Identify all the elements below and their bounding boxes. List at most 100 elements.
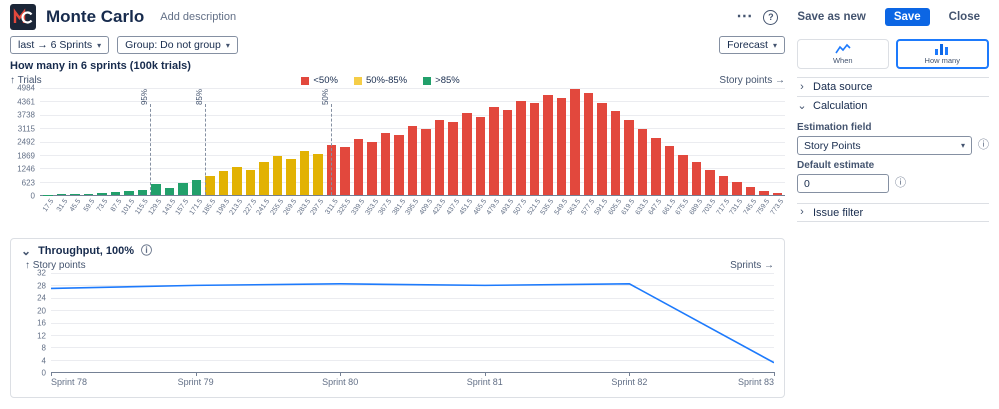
histogram-bar xyxy=(610,111,621,195)
x-tick-cell: 633.5 xyxy=(634,196,650,230)
collapse-chevron-icon[interactable]: ⌄ xyxy=(21,244,32,258)
y-tick-label: 4984 xyxy=(17,83,35,93)
section-label: Calculation xyxy=(813,100,868,112)
y-tick-label: 12 xyxy=(37,331,46,340)
save-button[interactable]: Save xyxy=(884,8,930,26)
x-tick-cell: 717.5 xyxy=(715,196,731,230)
more-menu-icon[interactable]: ⋯ xyxy=(736,8,754,25)
group-value: Group: Do not group xyxy=(125,39,221,51)
gridline xyxy=(51,310,774,312)
sidebar: When How many › Data source ⌄ xyxy=(797,34,989,398)
x-axis-gutter xyxy=(10,196,40,230)
estimation-field-value: Story Points xyxy=(804,139,861,152)
section-calculation[interactable]: ⌄ Calculation xyxy=(797,96,989,115)
x-tick-cell: 115.5 xyxy=(135,196,150,230)
content: last → 6 Sprints ▾ Group: Do not group ▾… xyxy=(0,34,999,398)
histogram-bar xyxy=(718,176,729,195)
chevron-right-icon: › xyxy=(800,206,804,218)
view-card-how-many[interactable]: How many xyxy=(895,39,989,69)
histogram-bar xyxy=(434,119,445,195)
histogram-bar xyxy=(286,158,296,195)
x-tick-cell: 549.5 xyxy=(553,196,569,230)
x-tick-label: 59.5 xyxy=(82,198,96,214)
histogram-bar xyxy=(326,144,337,195)
x-tick-cell: 703.5 xyxy=(702,196,718,230)
estimation-field-select[interactable]: Story Points ▾ xyxy=(797,136,972,155)
default-estimate-label: Default estimate xyxy=(797,160,875,171)
histogram-bar xyxy=(745,186,756,195)
default-estimate-input[interactable] xyxy=(797,174,889,193)
sprint-label: Sprint 78 xyxy=(51,377,88,387)
histogram-bar xyxy=(272,156,283,195)
x-tick-cell: 451.5 xyxy=(459,196,475,230)
x-tick-cell: 283.5 xyxy=(296,196,312,230)
gridline xyxy=(51,297,774,299)
histogram-bar xyxy=(502,110,513,195)
x-tick-cell: 689.5 xyxy=(688,196,704,230)
throughput-title: Throughput, 100% xyxy=(38,245,135,257)
page-title: Monte Carlo xyxy=(46,7,145,26)
percentile-line xyxy=(150,104,152,195)
histogram-bar xyxy=(570,88,580,195)
histogram-bar xyxy=(259,161,269,195)
section-data-source[interactable]: › Data source xyxy=(797,77,989,96)
x-tick-cell: 227.5 xyxy=(242,196,258,230)
timeframe-dropdown[interactable]: last → 6 Sprints ▾ xyxy=(10,36,110,54)
legend-label: <50% xyxy=(313,75,338,86)
y-axis-label: ↑ Story points xyxy=(25,260,86,271)
x-tick-cell: 143.5 xyxy=(161,196,177,230)
x-axis: 17.5 31.5 45.5 59.5 73.5 87.5 101.5 115.5 129.5 1… xyxy=(40,196,785,230)
throughput-header: ⌄ Throughput, 100% ⓘ xyxy=(21,245,774,257)
y-tick-label: 623 xyxy=(21,178,35,187)
histogram-bar xyxy=(772,193,783,195)
estimation-field-row: Story Points ▾ ⓘ xyxy=(797,136,989,155)
percentile-line xyxy=(205,104,207,195)
x-tick-cell: 185.5 xyxy=(202,196,218,230)
chart-meta-row: ↑ Trials <50% 50%-85% >85% Story points → xyxy=(10,73,785,88)
histogram-bar xyxy=(637,129,648,195)
view-card-when[interactable]: When xyxy=(797,39,889,69)
sprint-label: Sprint 82 xyxy=(611,377,648,387)
histogram-bar xyxy=(529,103,540,195)
chevron-down-icon: ⌄ xyxy=(797,99,807,112)
close-button[interactable]: Close xyxy=(940,8,989,26)
help-icon[interactable]: ? xyxy=(763,9,779,25)
x-tick-cell: 437.5 xyxy=(445,196,461,230)
add-description-link[interactable]: Add description xyxy=(160,11,237,23)
x-tick-label: 17.5 xyxy=(41,198,56,214)
when-line-chart-icon xyxy=(835,43,851,54)
x-tick-cell: 773.5 xyxy=(769,196,785,230)
info-icon[interactable]: ⓘ xyxy=(141,244,153,257)
x-tick-cell: 31.5 xyxy=(55,196,69,230)
x-tick-cell: 157.5 xyxy=(175,196,191,230)
group-dropdown[interactable]: Group: Do not group ▾ xyxy=(117,36,238,54)
section-issue-filter[interactable]: › Issue filter xyxy=(797,203,989,222)
save-as-new-button[interactable]: Save as new xyxy=(788,8,874,26)
histogram-bar xyxy=(651,138,661,195)
x-tick-label: 255.5 xyxy=(269,198,286,217)
histogram-plot: 95% 85% 50% xyxy=(40,88,785,196)
chevron-down-icon: ▾ xyxy=(225,40,230,50)
forecast-dropdown[interactable]: Forecast ▾ xyxy=(719,36,785,54)
x-tick-cell: 675.5 xyxy=(675,196,691,230)
histogram-bar xyxy=(759,190,769,195)
histogram-bar xyxy=(489,106,499,195)
estimation-field-label: Estimation field xyxy=(797,122,872,133)
y-tick-label: 24 xyxy=(37,293,46,303)
info-icon[interactable]: ⓘ xyxy=(978,139,989,151)
x-tick-cell: 381.5 xyxy=(391,196,407,230)
info-icon[interactable]: ⓘ xyxy=(895,177,906,189)
how-many-chart-section: How many in 6 sprints (100k trials) ↑ Tr… xyxy=(10,60,785,230)
sprint-label: Sprint 79 xyxy=(177,377,214,387)
x-tick-cell: 507.5 xyxy=(513,196,529,230)
x-tick-cell: 269.5 xyxy=(283,196,299,230)
view-card-label: When xyxy=(832,56,853,65)
x-tick-cell: 423.5 xyxy=(432,196,448,230)
histogram-bar xyxy=(313,153,323,195)
x-tick-cell: 45.5 xyxy=(69,196,83,230)
y-tick-label: 20 xyxy=(37,306,46,315)
x-tick-label: 717.5 xyxy=(715,198,732,217)
x-tick-cell: 241.5 xyxy=(256,196,272,230)
x-tick-cell: 619.5 xyxy=(621,196,637,230)
